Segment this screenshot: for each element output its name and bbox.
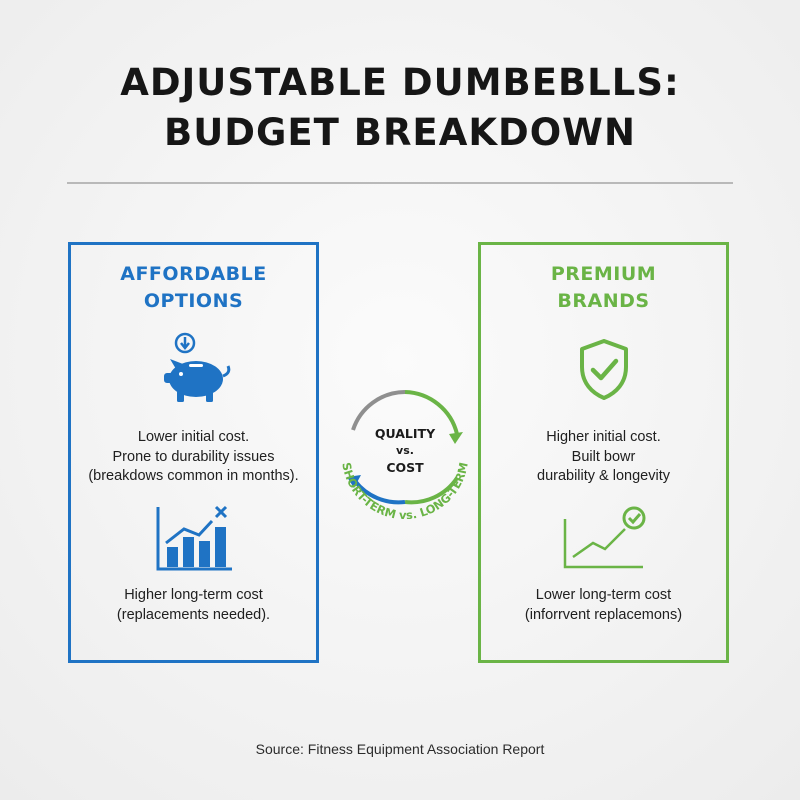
affordable-text1-line3: (breakdows common in months). [88,468,299,484]
affordable-options-panel: AFFORDABLE OPTIONS Lower initial cost. P… [68,242,319,663]
premium-text2-line1: Lower long-term cost [535,587,672,603]
affordable-text2-line1: Higher long-term cost [124,587,263,603]
premium-title-line-1: PREMIUM [550,263,657,285]
affordable-text2-line2: (replacements needed). [116,606,271,623]
affordable-initial-cost-text: Lower initial cost. Prone to durability … [71,428,316,487]
title-line-1: ADJUSTABLE DUMBEBLLS: [120,61,680,104]
page-title: ADJUSTABLE DUMBEBLLS: BUDGET BREAKDOWN [0,58,800,158]
premium-text1-line2: Built bowr [571,448,636,465]
premium-brands-title: PREMIUM BRANDS [481,261,726,315]
affordable-long-term-cost-text: Higher long-term cost (replacements need… [71,586,316,625]
title-line-2: BUDGET BREAKDOWN [164,111,636,154]
premium-text1-line3: durability & longevity [537,468,670,484]
quality-vs-cost-text: QUALITY vs. COST [328,425,482,476]
affordable-title-line-2: OPTIONS [143,290,244,312]
cycle-line-quality: QUALITY [374,426,436,441]
source-note: Source: Fitness Equipment Association Re… [255,741,545,757]
affordable-title-line-1: AFFORDABLE [120,263,267,285]
premium-initial-cost-text: Higher initial cost. Built bowr durabili… [481,428,726,487]
trend-check-icon [559,503,649,575]
quality-vs-cost-cycle: SHORT-TERM vs. LONG-TERM QUALITY vs. COS… [328,378,482,532]
title-divider [67,182,733,184]
rising-cost-chart-icon [152,503,236,575]
premium-brands-panel: PREMIUM BRANDS Higher initial cost. Buil… [478,242,729,663]
premium-text1-line1: Higher initial cost. [546,429,661,445]
affordable-text1-line1: Lower initial cost. [137,429,250,445]
affordable-options-title: AFFORDABLE OPTIONS [71,261,316,315]
cycle-arrows-icon: SHORT-TERM vs. LONG-TERM [339,390,471,522]
cycle-line-cost: COST [386,460,424,475]
premium-long-term-cost-text: Lower long-term cost (inforrvent replace… [481,586,726,625]
piggy-bank-icon [154,331,234,405]
premium-text2-line2: (inforrvent replacemons) [524,606,683,623]
cycle-line-vs: vs. [396,444,414,457]
affordable-text1-line2: Prone to durability issues [112,448,275,465]
premium-title-line-2: BRANDS [557,290,650,312]
shield-check-icon [576,337,632,401]
